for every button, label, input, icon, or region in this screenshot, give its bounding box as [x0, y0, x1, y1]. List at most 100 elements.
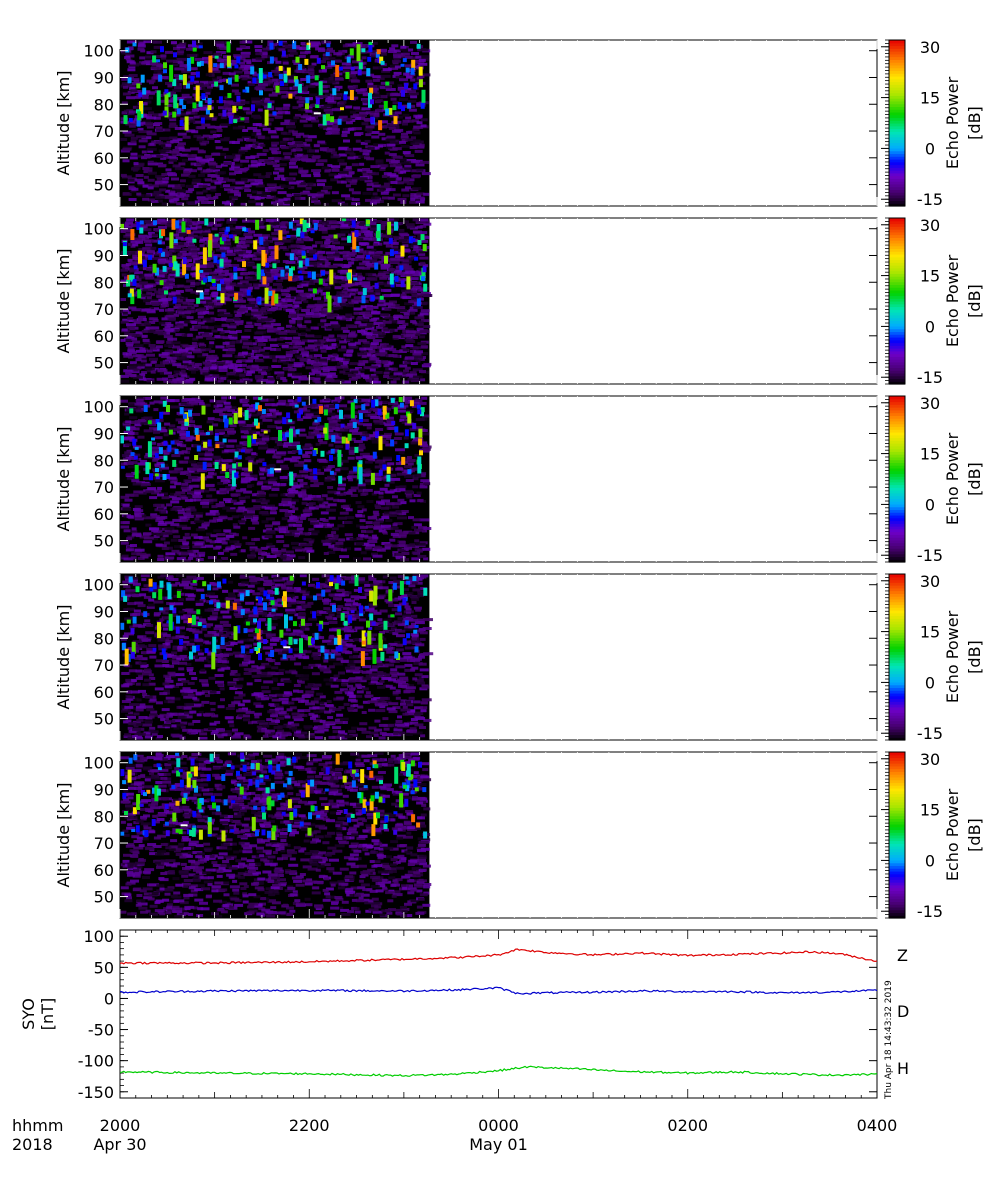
heatmap-cell [305, 328, 311, 332]
heatmap-cell [238, 237, 246, 241]
heatmap-cell [142, 288, 149, 292]
heatmap-cell [137, 154, 143, 158]
heatmap-cell [368, 251, 375, 255]
heatmap-cell [175, 113, 181, 117]
heatmap-cell [392, 101, 400, 105]
heatmap-cell [311, 169, 322, 173]
heatmap-echo [173, 52, 177, 58]
heatmap-cell [225, 245, 232, 248]
heatmap-cell [227, 100, 234, 104]
heatmap-cell [123, 354, 130, 358]
heatmap-cell [143, 120, 152, 124]
heatmap-cell [272, 151, 282, 155]
heatmap-cell [166, 323, 174, 327]
heatmap-cell [299, 156, 309, 160]
heatmap-cell [301, 233, 308, 237]
heatmap-echo [156, 90, 161, 106]
heatmap-cell [276, 267, 284, 271]
heatmap-cell [161, 56, 167, 60]
heatmap-cell [228, 227, 236, 231]
heatmap-cell [251, 132, 258, 136]
heatmap-cell [344, 147, 352, 151]
heatmap-cell [342, 315, 348, 319]
heatmap-cell [367, 333, 373, 337]
heatmap-cell [129, 156, 138, 160]
heatmap-cell [327, 100, 337, 104]
heatmap-cell [291, 130, 298, 134]
heatmap-cell [308, 158, 317, 162]
heatmap-cell [353, 106, 361, 110]
heatmap-cell [234, 314, 242, 317]
heatmap-cell [335, 365, 344, 369]
heatmap-echo [211, 279, 216, 283]
heatmap-echo [259, 236, 264, 245]
heatmap-echo [207, 97, 212, 104]
heatmap-cell [298, 103, 304, 107]
heatmap-cell [330, 151, 337, 155]
heatmap-cell [315, 224, 324, 228]
heatmap-cell [172, 378, 183, 382]
heatmap-cell [300, 191, 311, 195]
heatmap-cell [295, 341, 305, 345]
heatmap-cell [123, 109, 131, 113]
heatmap-echo [195, 71, 200, 78]
heatmap-cell [384, 370, 393, 374]
heatmap-echo [361, 48, 366, 53]
heatmap-cell [414, 346, 422, 350]
heatmap-cell [174, 167, 183, 171]
heatmap-cell [175, 52, 184, 56]
heatmap-cell [305, 366, 314, 370]
heatmap-cell [174, 249, 183, 253]
heatmap-cell [321, 68, 327, 72]
heatmap-cell [333, 253, 341, 257]
heatmap-echo [354, 229, 359, 237]
heatmap-cell [206, 326, 215, 330]
heatmap-echo [182, 105, 186, 109]
heatmap-cell [180, 369, 186, 373]
heatmap-cell [313, 335, 322, 339]
heatmap-cell [187, 184, 194, 188]
heatmap-cell [264, 97, 270, 101]
heatmap-cell [362, 318, 369, 322]
heatmap-cell [160, 54, 167, 58]
heatmap-cell [287, 368, 295, 372]
heatmap-cell [234, 163, 243, 167]
heatmap-cell [195, 126, 203, 130]
heatmap-cell [289, 311, 296, 315]
heatmap-cell [410, 277, 419, 281]
heatmap-echo [136, 83, 141, 89]
heatmap-cell [179, 179, 186, 183]
heatmap-cell [348, 261, 355, 265]
heatmap-echo [192, 47, 197, 52]
heatmap-cell [373, 122, 381, 126]
heatmap-cell [390, 380, 397, 384]
heatmap-cell [278, 163, 287, 167]
colorbar-segment [889, 92, 905, 96]
heatmap-cell [256, 319, 265, 323]
heatmap-cell [409, 345, 417, 349]
heatmap-cell [190, 281, 196, 285]
heatmap-echo [236, 56, 241, 64]
heatmap-cell [326, 338, 336, 342]
heatmap-cell [140, 359, 147, 363]
heatmap-echo [299, 275, 304, 281]
heatmap-cell [251, 100, 261, 104]
heatmap-cell [423, 362, 432, 366]
heatmap-cell [359, 235, 369, 239]
heatmap-cell [240, 159, 250, 163]
heatmap-cell [226, 178, 236, 182]
heatmap-cell [409, 104, 416, 108]
heatmap-cell [321, 166, 329, 170]
heatmap-cell [352, 147, 362, 151]
heatmap-cell [194, 326, 202, 330]
heatmap-cell [130, 140, 137, 144]
heatmap-cell [196, 183, 203, 186]
heatmap-cell [300, 332, 306, 336]
heatmap-cell [266, 329, 276, 333]
heatmap-cell [162, 275, 168, 279]
colorbar-segment [889, 234, 905, 238]
heatmap-cell [338, 147, 348, 151]
heatmap-cell [330, 238, 339, 242]
heatmap-cell [168, 160, 174, 164]
